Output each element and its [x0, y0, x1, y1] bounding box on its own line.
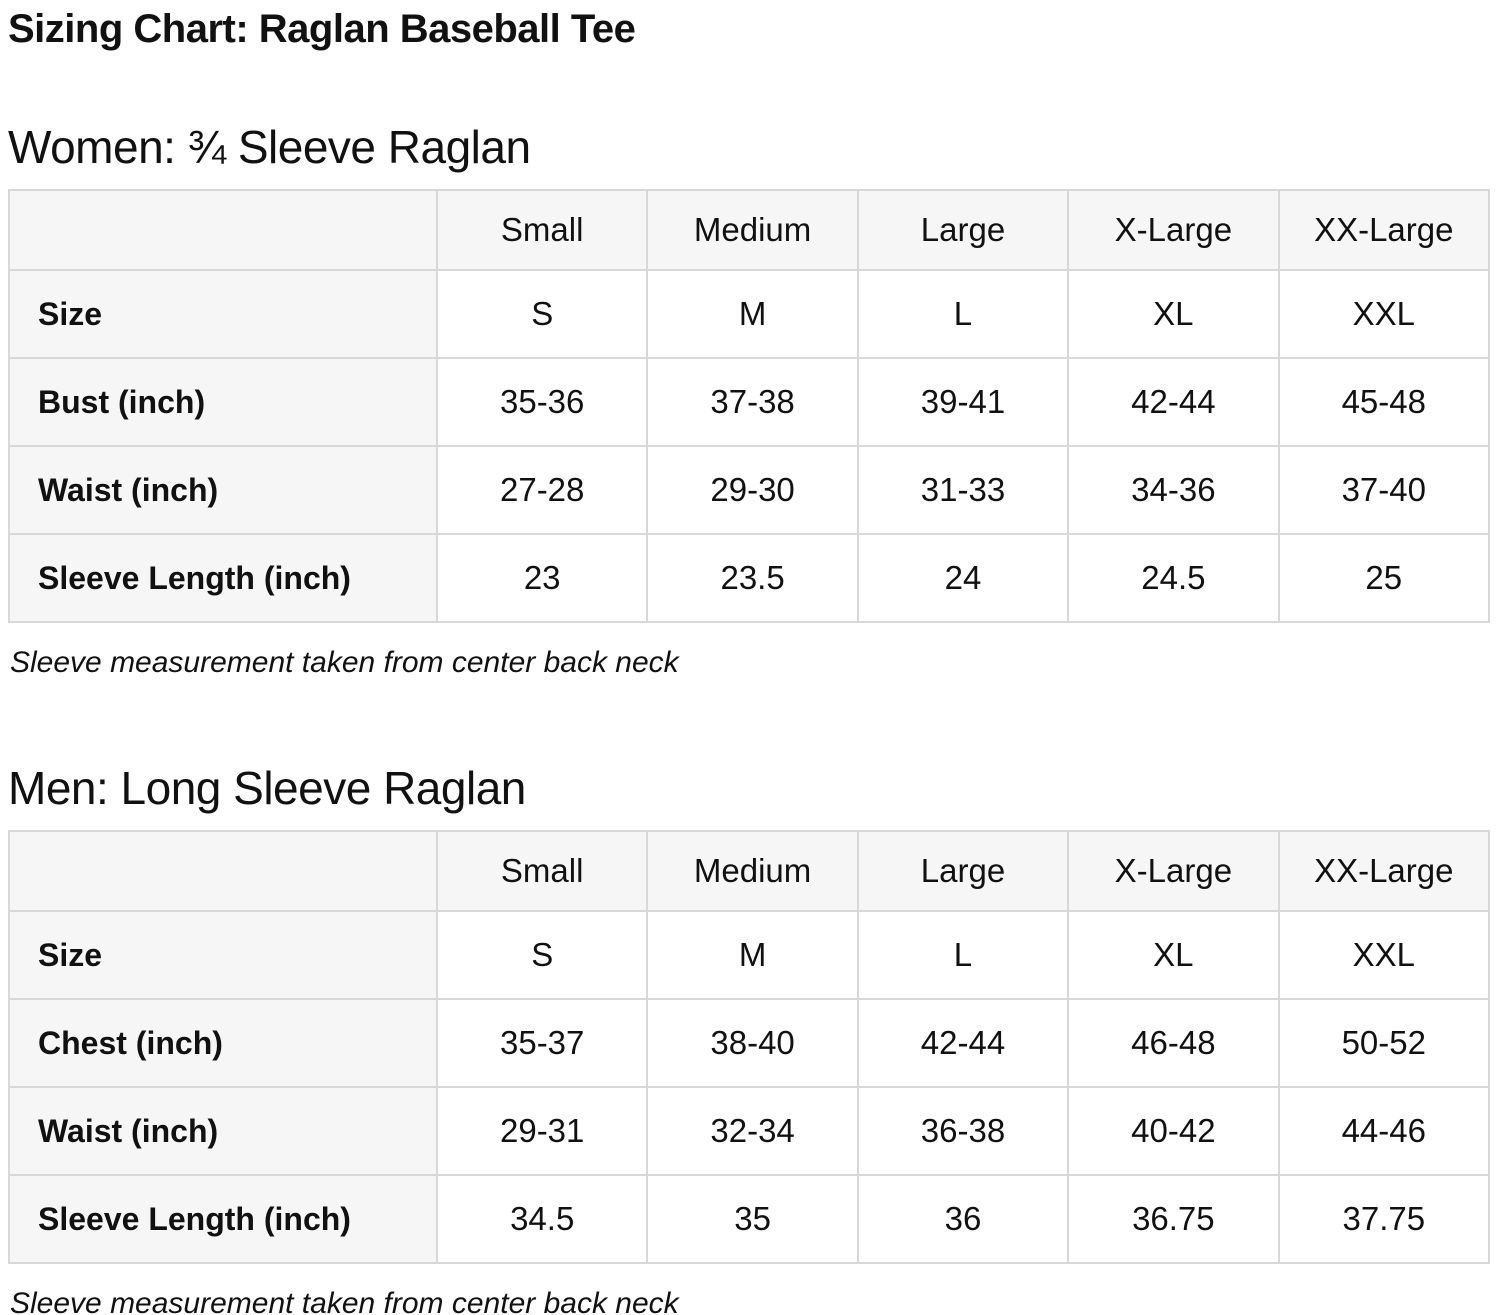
column-header-large: Large	[858, 191, 1068, 270]
cell-value: M	[648, 271, 857, 358]
table-row-waist: Waist (inch) 27-28 29-30 31-33 34-36 37-…	[10, 447, 1488, 534]
row-label-bust: Bust (inch)	[10, 359, 436, 446]
cell-value: 32-34	[648, 1088, 857, 1175]
row-label-chest: Chest (inch)	[10, 1000, 436, 1087]
cell-value: M	[648, 912, 857, 999]
cell-value: 34-36	[1069, 447, 1278, 534]
cell-value: 34.5	[438, 1176, 647, 1263]
column-header-small: Small	[438, 832, 647, 911]
cell-value: 35-37	[438, 1000, 647, 1087]
cell-value: 36-38	[858, 1088, 1068, 1175]
row-label-sleeve-length: Sleeve Length (inch)	[10, 1176, 436, 1263]
table-row-waist: Waist (inch) 29-31 32-34 36-38 40-42 44-…	[10, 1088, 1488, 1175]
cell-value: 35-36	[438, 359, 647, 446]
column-header-x-large: X-Large	[1069, 832, 1278, 911]
table-row-sleeve-length: Sleeve Length (inch) 23 23.5 24 24.5 25	[10, 535, 1488, 622]
cell-value: 27-28	[438, 447, 647, 534]
cell-value: 35	[648, 1176, 857, 1263]
row-label-size: Size	[10, 271, 436, 358]
cell-value: L	[858, 912, 1068, 999]
column-header-medium: Medium	[648, 832, 857, 911]
cell-value: S	[438, 912, 647, 999]
women-size-table: Small Medium Large X-Large XX-Large Size…	[8, 189, 1490, 624]
cell-value: 23	[438, 535, 647, 622]
cell-value: 37-38	[648, 359, 857, 446]
sleeve-note-women: Sleeve measurement taken from center bac…	[10, 646, 679, 680]
sleeve-note-men: Sleeve measurement taken from center bac…	[10, 1287, 679, 1315]
cell-value: XXL	[1279, 271, 1488, 358]
section-heading-men: Men: Long Sleeve Raglan	[8, 762, 526, 815]
cell-value: S	[438, 271, 647, 358]
cell-value: 23.5	[648, 535, 857, 622]
cell-value: XXL	[1279, 912, 1488, 999]
row-label-sleeve-length: Sleeve Length (inch)	[10, 535, 436, 622]
cell-value: 42-44	[858, 1000, 1068, 1087]
cell-value: L	[858, 271, 1068, 358]
cell-value: 31-33	[858, 447, 1068, 534]
cell-value: 39-41	[858, 359, 1068, 446]
table-header-row: Small Medium Large X-Large XX-Large	[10, 191, 1488, 270]
cell-value: 44-46	[1279, 1088, 1488, 1175]
row-label-waist: Waist (inch)	[10, 1088, 436, 1175]
cell-value: 42-44	[1069, 359, 1278, 446]
table-row-sleeve-length: Sleeve Length (inch) 34.5 35 36 36.75 37…	[10, 1176, 1488, 1263]
cell-value: 37.75	[1279, 1176, 1488, 1263]
cell-value: XL	[1069, 271, 1278, 358]
corner-cell	[10, 191, 436, 270]
cell-value: 24	[858, 535, 1068, 622]
table-row-chest: Chest (inch) 35-37 38-40 42-44 46-48 50-…	[10, 1000, 1488, 1087]
column-header-xx-large: XX-Large	[1279, 832, 1488, 911]
row-label-size: Size	[10, 912, 436, 999]
cell-value: 24.5	[1069, 535, 1278, 622]
column-header-xx-large: XX-Large	[1279, 191, 1488, 270]
table-header-row: Small Medium Large X-Large XX-Large	[10, 832, 1488, 911]
cell-value: 45-48	[1279, 359, 1488, 446]
column-header-small: Small	[438, 191, 647, 270]
cell-value: 38-40	[648, 1000, 857, 1087]
men-size-table: Small Medium Large X-Large XX-Large Size…	[8, 830, 1490, 1265]
column-header-x-large: X-Large	[1069, 191, 1278, 270]
corner-cell	[10, 832, 436, 911]
table-row-size: Size S M L XL XXL	[10, 271, 1488, 358]
column-header-large: Large	[858, 832, 1068, 911]
page-title: Sizing Chart: Raglan Baseball Tee	[8, 7, 636, 51]
cell-value: 25	[1279, 535, 1488, 622]
column-header-medium: Medium	[648, 191, 857, 270]
cell-value: 50-52	[1279, 1000, 1488, 1087]
cell-value: 37-40	[1279, 447, 1488, 534]
table-row-size: Size S M L XL XXL	[10, 912, 1488, 999]
row-label-waist: Waist (inch)	[10, 447, 436, 534]
cell-value: 36.75	[1069, 1176, 1278, 1263]
cell-value: XL	[1069, 912, 1278, 999]
cell-value: 46-48	[1069, 1000, 1278, 1087]
table-row-bust: Bust (inch) 35-36 37-38 39-41 42-44 45-4…	[10, 359, 1488, 446]
cell-value: 29-30	[648, 447, 857, 534]
cell-value: 40-42	[1069, 1088, 1278, 1175]
cell-value: 29-31	[438, 1088, 647, 1175]
section-heading-women: Women: ¾ Sleeve Raglan	[8, 121, 531, 173]
cell-value: 36	[858, 1176, 1068, 1263]
